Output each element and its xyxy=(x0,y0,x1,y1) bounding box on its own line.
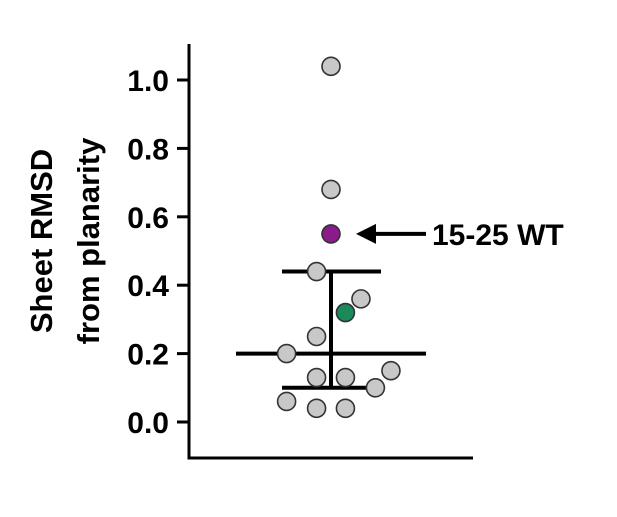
summary-bars xyxy=(236,269,426,390)
data-point xyxy=(306,261,327,282)
y-axis-title-line1: Sheet RMSD xyxy=(24,149,59,333)
data-point xyxy=(321,56,341,77)
data-point xyxy=(306,398,327,419)
y-tick-label: 0.0 xyxy=(127,407,169,440)
data-point xyxy=(306,326,327,347)
y-tick-label: 0.6 xyxy=(127,202,169,235)
annotation: 15-25 WT xyxy=(356,219,564,252)
y-axis-title-line2: from planarity xyxy=(71,137,106,344)
y-tick-label: 0.4 xyxy=(127,270,169,303)
data-point xyxy=(335,367,356,388)
data-point xyxy=(306,367,327,388)
annotation-arrow-head xyxy=(356,223,376,244)
data-point xyxy=(351,289,371,309)
data-points xyxy=(276,56,401,419)
y-axis-ticks: 0.0 0.2 0.4 0.6 0.8 1.0 xyxy=(127,65,189,440)
data-point xyxy=(365,377,386,398)
y-tick-label: 0.2 xyxy=(127,339,169,372)
data-point xyxy=(335,398,356,419)
data-point xyxy=(276,391,297,412)
data-point xyxy=(335,302,356,323)
annotation-label: 15-25 WT xyxy=(432,219,564,252)
y-axis-title: Sheet RMSD from planarity xyxy=(24,137,106,344)
data-point xyxy=(321,179,341,200)
data-point xyxy=(276,343,297,364)
y-tick-label: 1.0 xyxy=(127,65,169,98)
data-point xyxy=(381,360,401,381)
data-point xyxy=(321,224,341,244)
y-tick-label: 0.8 xyxy=(127,133,169,166)
